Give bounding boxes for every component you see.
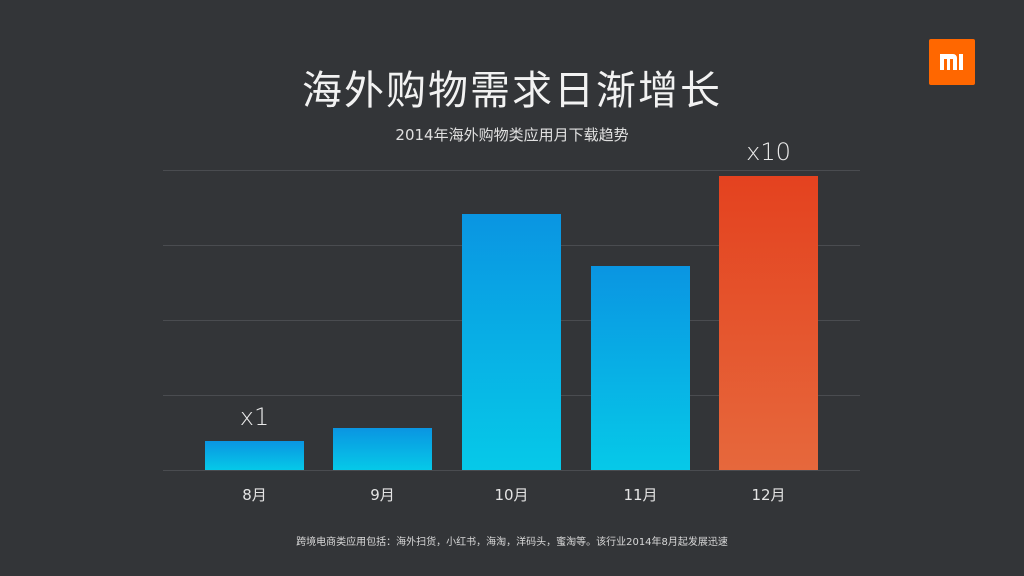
annotation-dec: x10 xyxy=(746,138,791,166)
slide-title: 海外购物需求日渐增长 xyxy=(302,68,722,114)
annotation-aug: x1 xyxy=(239,403,270,431)
bar-aug xyxy=(205,441,304,470)
bar-nov xyxy=(591,266,690,470)
bar-sep xyxy=(333,428,432,470)
x-label: 10月 xyxy=(494,486,529,504)
x-label: 11月 xyxy=(623,486,658,504)
chart-title: 2014年海外购物类应用月下载趋势 xyxy=(395,126,629,144)
footnote: 跨境电商类应用包括：海外扫货，小红书，海淘，洋码头，蜜淘等。该行业2014年8月… xyxy=(296,537,728,548)
bar-oct xyxy=(462,214,561,470)
x-label: 9月 xyxy=(370,486,395,504)
gridline xyxy=(163,170,860,171)
x-label: 8月 xyxy=(242,486,267,504)
bar-dec xyxy=(719,176,818,470)
baseline xyxy=(163,470,860,471)
x-label: 12月 xyxy=(751,486,786,504)
mi-logo-icon xyxy=(929,39,975,85)
